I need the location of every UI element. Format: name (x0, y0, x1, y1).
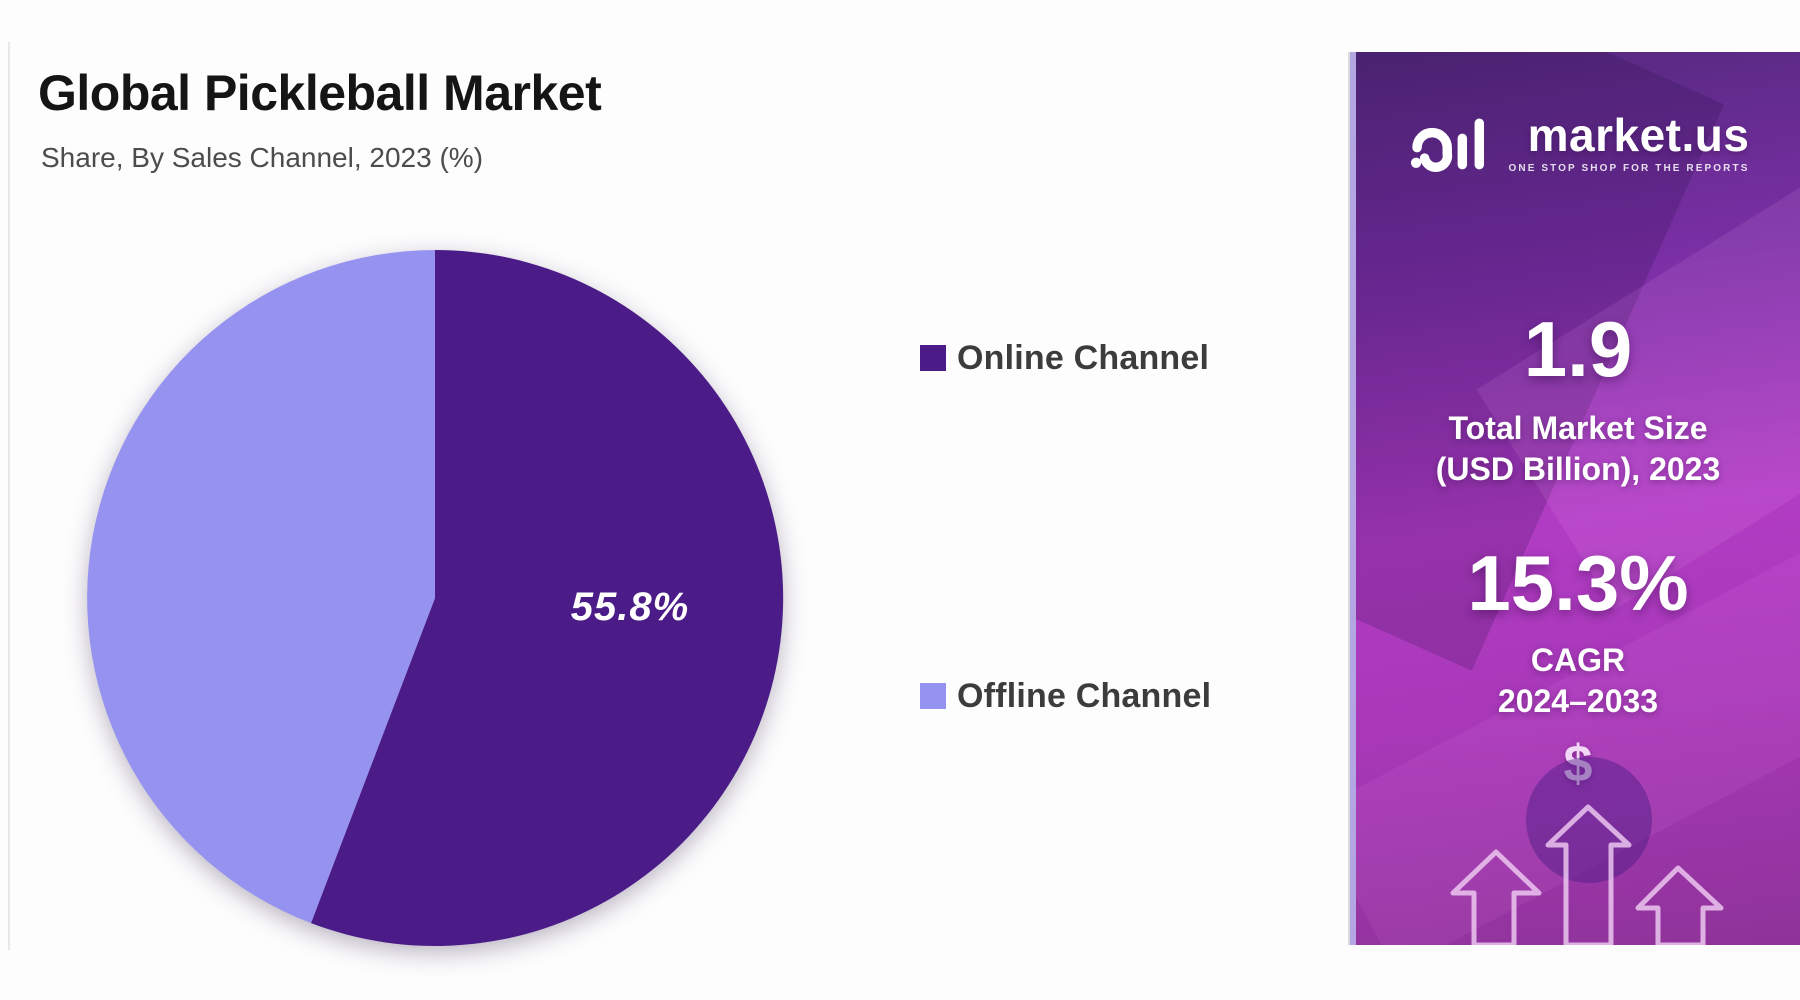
up-arrow-icon (1450, 849, 1542, 945)
legend-label-online: Online Channel (957, 338, 1210, 377)
logo-tagline: ONE STOP SHOP FOR THE REPORTS (1508, 163, 1750, 174)
stat-market-size-label: Total Market Size (USD Billion), 2023 (1356, 408, 1800, 490)
chart-title: Global Pickleball Market (38, 65, 602, 121)
dollar-circle-decor (1526, 757, 1652, 883)
stat-cagr-label-line1: CAGR (1530, 642, 1626, 678)
legend-item-offline: Offline Channel (920, 676, 1211, 716)
stat-market-size-value: 1.9 (1523, 305, 1633, 393)
stat-cagr-label: CAGR 2024–2033 (1356, 640, 1800, 722)
pie-slice-online-channel (311, 249, 784, 946)
market-us-logo: market.us ONE STOP SHOP FOR THE REPORTS (1356, 110, 1800, 176)
pie-data-label: 55.8% (571, 585, 689, 629)
stat-market-size-label-line1: Total Market Size (1448, 410, 1708, 446)
logo-brand-text: market.us (1527, 109, 1750, 161)
dollar-icon: $ (1356, 734, 1800, 794)
pie-chart: 55.8% (85, 248, 785, 948)
stat-cagr-value: 15.3% (1467, 539, 1689, 627)
stat-market-size-label-line2: (USD Billion), 2023 (1435, 450, 1721, 487)
legend-item-online: Online Channel (920, 338, 1209, 378)
growth-arrows-graphic (1450, 757, 1724, 945)
legend-swatch-offline (920, 683, 946, 709)
up-arrow-icon (1545, 804, 1632, 945)
up-arrow-icon (1635, 865, 1724, 945)
legend-swatch-online (920, 345, 946, 371)
chart-subtitle: Share, By Sales Channel, 2023 (%) (41, 142, 484, 173)
market-us-logo-icon (1410, 118, 1484, 172)
pie-slice-offline-channel (87, 250, 435, 924)
stat-cagr-label-line2: 2024–2033 (1497, 682, 1659, 719)
sidebar: market.us ONE STOP SHOP FOR THE REPORTS … (1350, 52, 1800, 945)
card-left-edge (8, 42, 10, 950)
pie-chart-svg: 55.8% (87, 249, 784, 946)
legend-label-offline: Offline Channel (957, 676, 1212, 715)
